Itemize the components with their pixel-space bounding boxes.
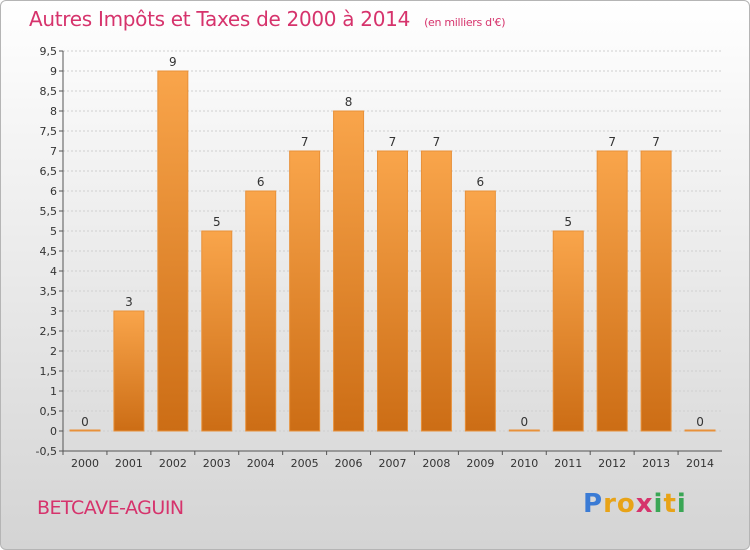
- x-tick-label: 2001: [115, 457, 143, 470]
- y-tick-label: 4,5: [40, 245, 58, 258]
- y-tick-label: 0: [50, 425, 57, 438]
- x-tick-label: 2006: [335, 457, 363, 470]
- data-label: 9: [169, 55, 177, 69]
- y-tick-label: 2: [50, 345, 57, 358]
- x-tick-label: 2011: [554, 457, 582, 470]
- data-label: 7: [652, 135, 660, 149]
- y-tick-label: 5,5: [40, 205, 58, 218]
- chart-title-text: Autres Impôts et Taxes de 2000 à 2014: [29, 7, 410, 31]
- data-label: 7: [608, 135, 616, 149]
- logo-letter-o: o: [616, 489, 636, 519]
- bar: [640, 150, 672, 432]
- logo-letter-t: t: [663, 489, 677, 519]
- x-tick-label: 2003: [203, 457, 231, 470]
- x-tick-label: 2002: [159, 457, 187, 470]
- commune-name: BETCAVE-AGUIN: [37, 497, 184, 519]
- bar: [113, 310, 145, 432]
- bar: [201, 230, 233, 432]
- data-label: 7: [389, 135, 397, 149]
- bar: [333, 110, 365, 432]
- logo-letter-x: x: [635, 489, 654, 519]
- y-tick-label: 6: [50, 185, 57, 198]
- data-labels: 0 3 9 5 6 7 8 7 7 6 0 5 7 7 0: [81, 55, 704, 429]
- bar: [377, 150, 408, 432]
- y-axis: -0,5 0 0,5 1 1,5 2 2,5 3 3,5 4 4,5 5 5,5 6 6,5 7 7,5 8 8,5…: [36, 45, 64, 458]
- logo-letter-p: P: [583, 489, 604, 519]
- y-tick-label: 2,5: [40, 325, 58, 338]
- data-label: 5: [564, 215, 572, 229]
- bar: [69, 429, 101, 432]
- y-tick-label: 9,5: [40, 45, 58, 58]
- data-label: 6: [257, 175, 265, 189]
- bars: [69, 70, 716, 432]
- y-tick-label: 9: [50, 65, 57, 78]
- bar: [552, 230, 584, 432]
- y-tick-label: 5: [50, 225, 57, 238]
- y-tick-label: -0,5: [36, 445, 57, 458]
- x-axis: 2000 2001 2002 2003 2004 2005 2006 2007 2008 2009…: [62, 450, 722, 470]
- bar: [464, 190, 496, 432]
- data-label: 7: [301, 135, 309, 149]
- x-tick-label: 2000: [71, 457, 99, 470]
- y-tick-label: 3,5: [40, 285, 58, 298]
- logo-letter-i: i: [653, 489, 664, 519]
- y-tick-label: 3: [50, 305, 57, 318]
- y-tick-label: 1: [50, 385, 57, 398]
- data-label: 0: [81, 415, 89, 429]
- bar: [245, 190, 277, 432]
- y-tick-label: 7,5: [40, 125, 58, 138]
- bar: [508, 429, 540, 432]
- data-label: 6: [477, 175, 485, 189]
- y-tick-label: 7: [50, 145, 57, 158]
- bar: [289, 150, 321, 432]
- logo-letter-i2: i: [676, 489, 687, 519]
- x-tick-label: 2008: [422, 457, 450, 470]
- data-label: 0: [696, 415, 704, 429]
- bar: [420, 150, 452, 432]
- x-tick-label: 2012: [598, 457, 626, 470]
- x-tick-label: 2010: [510, 457, 538, 470]
- bar: [684, 429, 716, 432]
- y-tick-label: 8,5: [40, 85, 58, 98]
- bar: [596, 150, 628, 432]
- chart-title: Autres Impôts et Taxes de 2000 à 2014 (e…: [29, 7, 506, 31]
- data-label: 8: [345, 95, 353, 109]
- chart-unit: (en milliers d'€): [424, 16, 506, 29]
- x-tick-label: 2007: [379, 457, 407, 470]
- y-tick-label: 8: [50, 105, 57, 118]
- x-tick-label: 2004: [247, 457, 275, 470]
- data-label: 3: [125, 295, 133, 309]
- y-tick-label: 0,5: [40, 405, 58, 418]
- x-tick-label: 2009: [466, 457, 494, 470]
- y-tick-label: 6,5: [40, 165, 58, 178]
- data-label: 0: [520, 415, 528, 429]
- y-tick-label: 1,5: [40, 365, 58, 378]
- data-label: 5: [213, 215, 221, 229]
- data-label: 7: [433, 135, 441, 149]
- y-tick-label: 4: [50, 265, 57, 278]
- logo-letter-r: r: [603, 489, 617, 519]
- x-tick-label: 2005: [291, 457, 319, 470]
- x-tick-label: 2014: [686, 457, 714, 470]
- bar: [157, 70, 189, 432]
- proxiti-logo: Proxiti: [583, 489, 687, 519]
- x-tick-label: 2013: [642, 457, 670, 470]
